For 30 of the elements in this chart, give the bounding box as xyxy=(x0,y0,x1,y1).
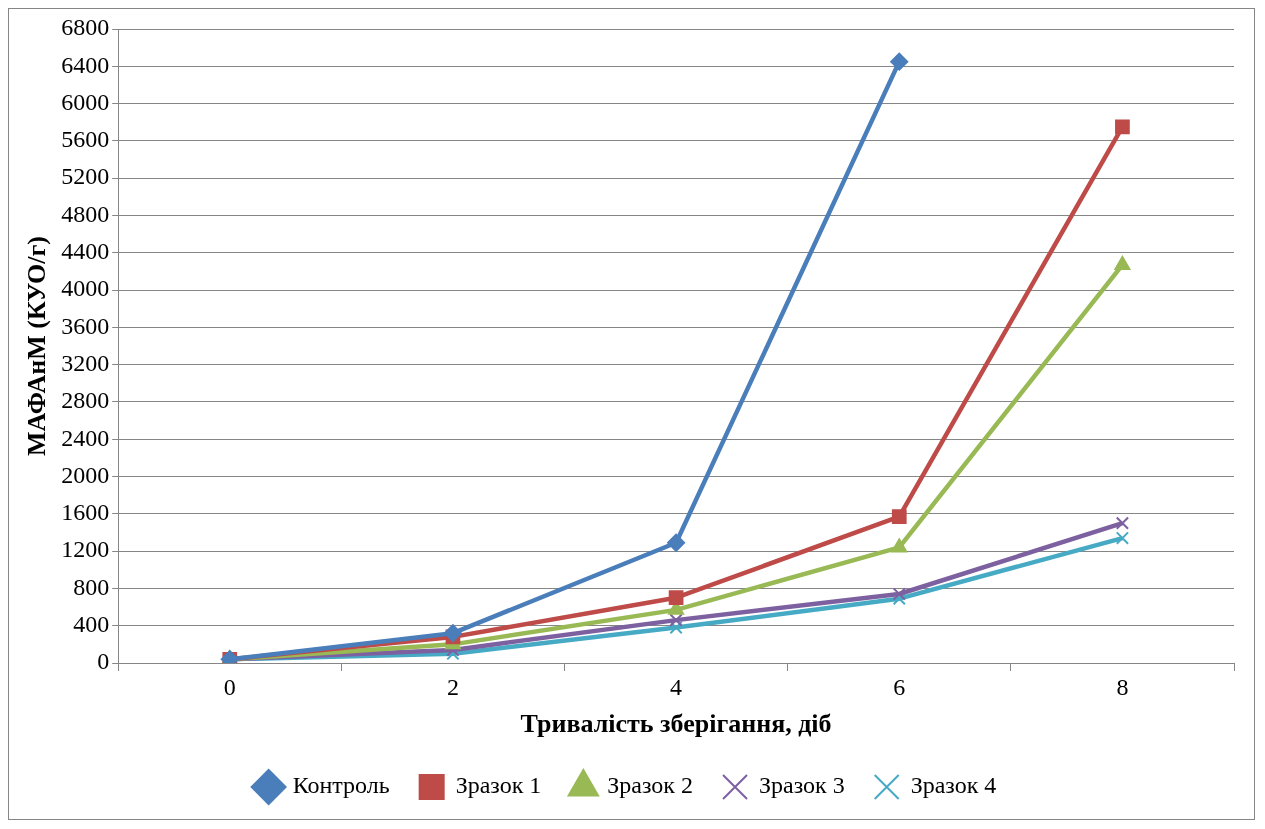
legend-label: Зразок 2 xyxy=(607,772,694,799)
y-tick-label: 6400 xyxy=(61,51,110,78)
y-tick-label: 800 xyxy=(73,573,110,600)
x-tick-label: 8 xyxy=(1116,673,1129,700)
y-tick-label: 4800 xyxy=(61,200,110,227)
x-tick-label: 0 xyxy=(223,673,236,700)
y-tick-label: 1200 xyxy=(61,536,110,563)
legend-label: Контроль xyxy=(292,772,390,799)
y-tick-label: 6000 xyxy=(61,88,110,115)
y-tick-label: 3200 xyxy=(61,349,110,376)
x-tick-label: 2 xyxy=(446,673,459,700)
y-tick-label: 1600 xyxy=(61,499,110,526)
legend-label: Зразок 3 xyxy=(759,772,845,799)
y-tick-label: 5600 xyxy=(61,126,110,153)
y-tick-label: 4400 xyxy=(61,238,110,265)
y-tick-label: 2400 xyxy=(61,424,110,451)
x-axis-title: Тривалість зберігання, діб xyxy=(520,709,832,739)
x-tick-label: 4 xyxy=(670,673,683,700)
y-tick-label: 6800 xyxy=(61,14,110,41)
x-tick-label: 6 xyxy=(893,673,906,700)
y-tick-label: 4000 xyxy=(61,275,110,302)
legend-label: Зразок 4 xyxy=(910,772,997,799)
y-tick-label: 0 xyxy=(97,648,110,675)
y-tick-label: 400 xyxy=(73,611,110,637)
legend-label: Зразок 1 xyxy=(455,772,542,799)
y-axis-title: МАФАнМ (КУО/г) xyxy=(22,236,52,456)
y-tick-label: 3600 xyxy=(61,312,110,339)
y-tick-label: 2800 xyxy=(61,387,110,414)
y-tick-label: 2000 xyxy=(61,461,110,488)
y-tick-label: 5200 xyxy=(61,163,110,190)
